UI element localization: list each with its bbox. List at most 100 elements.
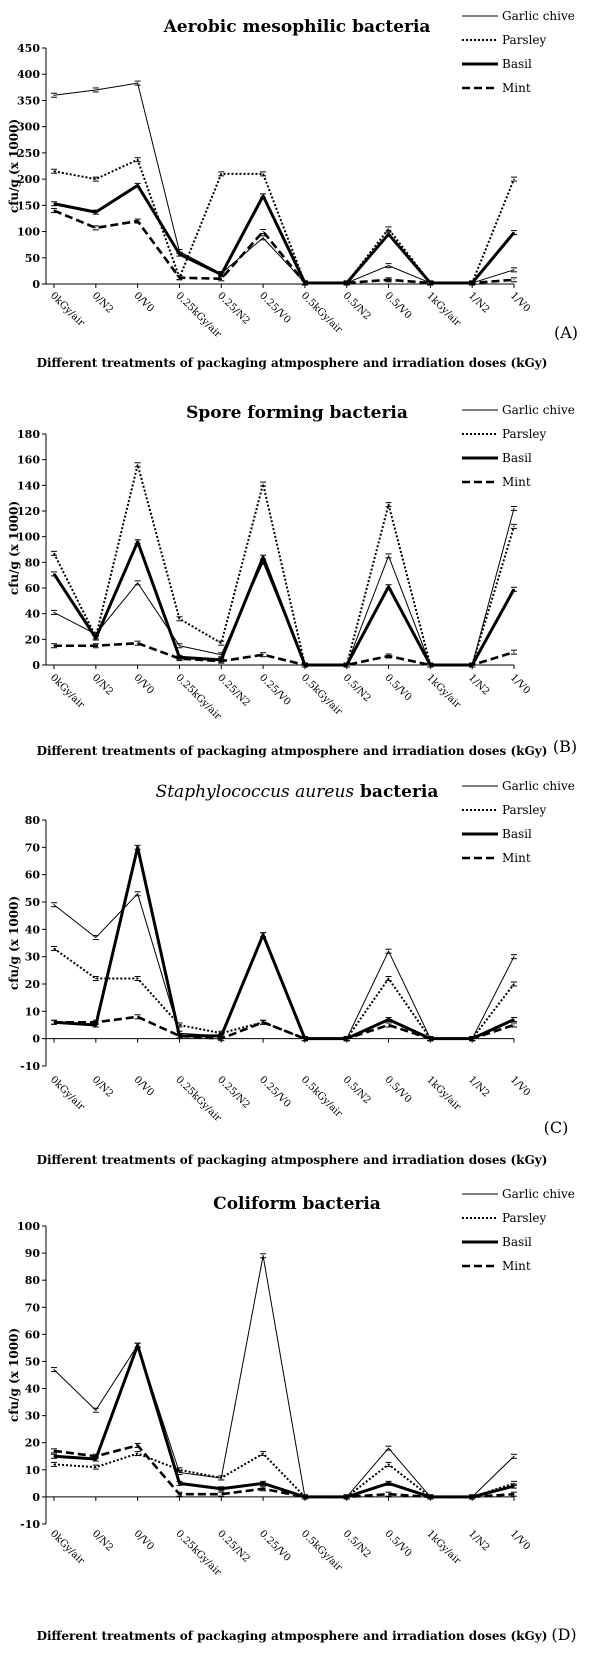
data-point [137,893,139,895]
data-point [262,654,264,656]
x-tick-label: 0/N2 [90,1074,115,1099]
x-tick-label: 0.5kGy/air [299,672,344,717]
data-point [53,1455,55,1457]
data-point [346,1038,348,1040]
legend-label: Basil [502,1235,532,1249]
data-point [262,1452,264,1455]
data-point [262,556,264,558]
legend-label: Mint [502,81,531,95]
series-line-basil [53,845,515,1041]
data-point [513,588,515,590]
data-point [387,655,390,657]
chart-panel: Spore forming bacteria 0 20 40 60 80 100 120 140… [7,403,577,758]
data-point [53,94,55,96]
data-point [137,1016,139,1018]
x-axis-label: Different treatments of packaging atmpos… [37,1153,548,1167]
x-tick-label: 0/N2 [90,672,115,697]
y-tick-label: 90 [25,1247,41,1260]
series-line-basil [52,540,516,667]
data-point [53,170,55,172]
data-point [513,1018,515,1021]
x-tick-label: 0.5/N2 [341,1074,373,1106]
data-point [137,1344,139,1346]
chart-title-rest: bacteria [354,782,438,802]
data-point [220,1493,222,1495]
data-point [387,586,390,588]
y-tick-label: -10 [20,1060,40,1073]
legend-label: Parsley [502,1211,547,1225]
x-tick-label: 0.5/V0 [382,1528,413,1559]
data-point [95,1466,97,1468]
y-tick-label: 350 [17,94,40,107]
data-point [178,645,181,647]
x-tick-label: 1/N2 [466,290,491,315]
x-tick-label: 0.5kGy/air [299,1074,344,1119]
data-point [137,541,139,543]
x-tick-label: 0kGy/air [48,672,87,711]
series-line-mint [54,1015,515,1040]
y-tick-label: 450 [17,42,40,55]
y-tick-label: 0 [32,278,40,291]
y-tick-label: 30 [25,951,41,964]
data-point [53,904,55,906]
data-point [95,936,97,939]
data-point [387,1018,390,1021]
data-point [387,279,390,281]
chart-title: Coliform bacteria [213,1194,381,1214]
data-point [513,1024,515,1026]
series-line-parsley [53,947,515,1040]
data-point [387,555,390,557]
x-tick-label: 0.5/N2 [341,1528,373,1560]
legend-label: Garlic chive [502,1187,575,1201]
series-line-garlic-chive [53,82,515,284]
data-point [513,232,515,234]
legend-label: Garlic chive [502,779,575,793]
data-point [220,660,222,662]
legend-label: Parsley [502,33,547,47]
chart-panel: Aerobic mesophilic bacteria 0 50 100 150 200 2… [7,9,578,370]
data-point [137,582,139,584]
legend-label: Mint [502,851,531,865]
data-point [513,279,515,281]
x-tick-label: 0/V0 [132,672,156,696]
legend-label: Parsley [502,427,547,441]
y-tick-label: 20 [25,1437,41,1450]
x-tick-label: 0.25/V0 [257,290,293,326]
x-tick-label: 0.25/N2 [215,672,252,709]
data-point [178,1482,181,1484]
data-point [178,277,181,279]
x-tick-label: 1/V0 [508,1528,532,1552]
data-point [513,956,515,958]
data-point [429,282,431,284]
data-point [178,1035,181,1037]
y-tick-label: 180 [17,428,40,441]
x-tick-label: 0.25/N2 [215,1074,252,1111]
y-tick-label: 0 [32,659,40,672]
y-axis-label: cfu/g (x 1000) [7,1328,21,1422]
data-point [262,1488,264,1490]
data-point [387,1463,390,1465]
series-line-garlic-chive [53,1255,515,1498]
y-tick-label: 60 [25,869,41,882]
x-tick-label: 0/V0 [132,1074,156,1098]
legend-label: Parsley [502,803,547,817]
data-point [304,1496,306,1498]
y-axis-label: cfu/g (x 1000) [7,896,21,990]
y-tick-label: 70 [25,841,41,854]
y-tick-label: 160 [17,454,40,467]
y-tick-label: 300 [17,121,40,134]
x-tick-label: 0/V0 [132,1528,156,1552]
data-point [429,664,431,666]
data-point [53,1368,55,1371]
y-tick-label: 50 [25,252,41,265]
y-tick-label: 40 [25,1383,41,1396]
panel-label: (C) [544,1118,569,1137]
data-point [471,282,473,284]
y-tick-label: 140 [17,479,40,492]
data-point [262,934,264,936]
data-point [95,1455,97,1457]
data-point [53,947,55,950]
x-tick-label: 1/N2 [466,1528,491,1553]
y-tick-label: 40 [25,608,41,621]
x-axis-label: Different treatments of packaging atmpos… [37,744,548,758]
